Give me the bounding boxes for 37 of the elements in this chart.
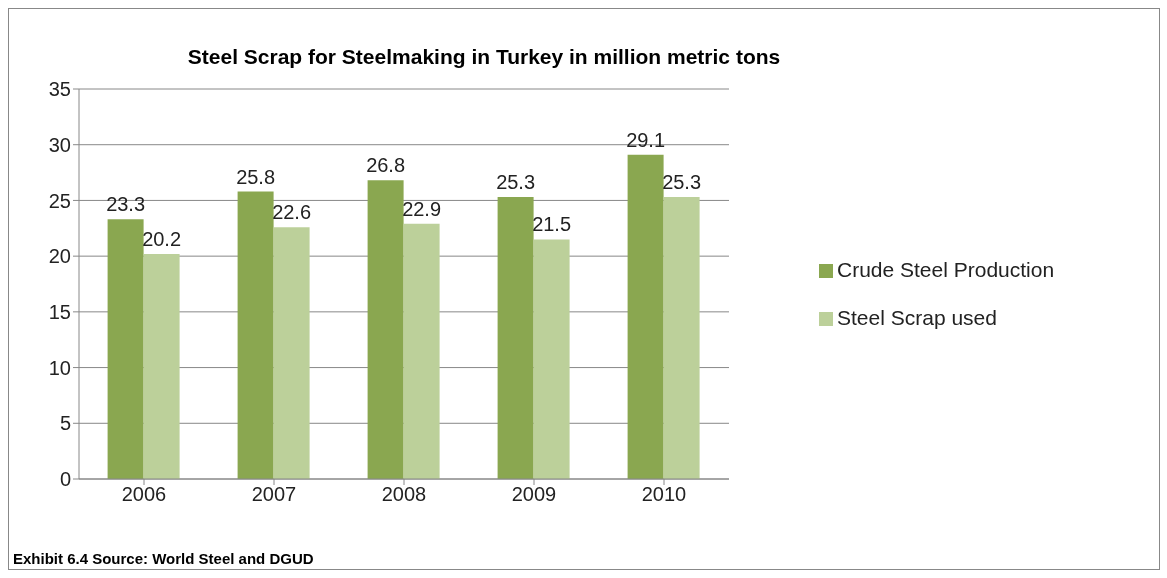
bar (273, 227, 310, 479)
data-label: 20.2 (142, 227, 182, 250)
bar (627, 154, 664, 479)
y-tick-label: 35 (48, 78, 71, 101)
x-tick-label: 2010 (641, 483, 687, 506)
legend-label: Steel Scrap used (837, 306, 997, 329)
y-tick-label: 25 (48, 189, 71, 212)
bar (237, 191, 274, 479)
data-label: 21.5 (532, 213, 572, 236)
data-label: 26.8 (366, 154, 406, 177)
data-label: 29.1 (626, 128, 666, 151)
y-tick-label: 15 (48, 300, 71, 323)
bar (403, 223, 440, 479)
data-label: 22.6 (272, 201, 312, 224)
y-tick-label: 0 (59, 468, 71, 491)
x-tick-label: 2008 (381, 483, 427, 506)
data-label: 25.3 (662, 171, 702, 194)
text: Exhibit 6.4 Source: World Steel and DGUD (13, 550, 314, 567)
bar (107, 219, 144, 479)
legend-label: Crude Steel Production (837, 258, 1055, 281)
x-tick-label: 2009 (511, 483, 557, 506)
x-tick-label: 2006 (121, 483, 167, 506)
bar (533, 239, 570, 479)
bar (367, 180, 404, 479)
bar (143, 253, 180, 479)
bar (497, 197, 534, 479)
data-label: 25.3 (496, 171, 536, 194)
bar (663, 197, 700, 479)
data-label: 22.9 (402, 197, 442, 220)
data-label: 25.8 (236, 165, 276, 188)
data-label: 23.3 (106, 193, 146, 216)
y-tick-label: 30 (48, 133, 71, 156)
y-tick-label: 10 (48, 356, 71, 379)
x-tick-label: 2007 (251, 483, 297, 506)
y-tick-label: 5 (59, 412, 71, 435)
y-tick-label: 20 (48, 245, 71, 268)
chart-title: Steel Scrap for Steelmaking in Turkey in million metric tons (186, 44, 782, 69)
